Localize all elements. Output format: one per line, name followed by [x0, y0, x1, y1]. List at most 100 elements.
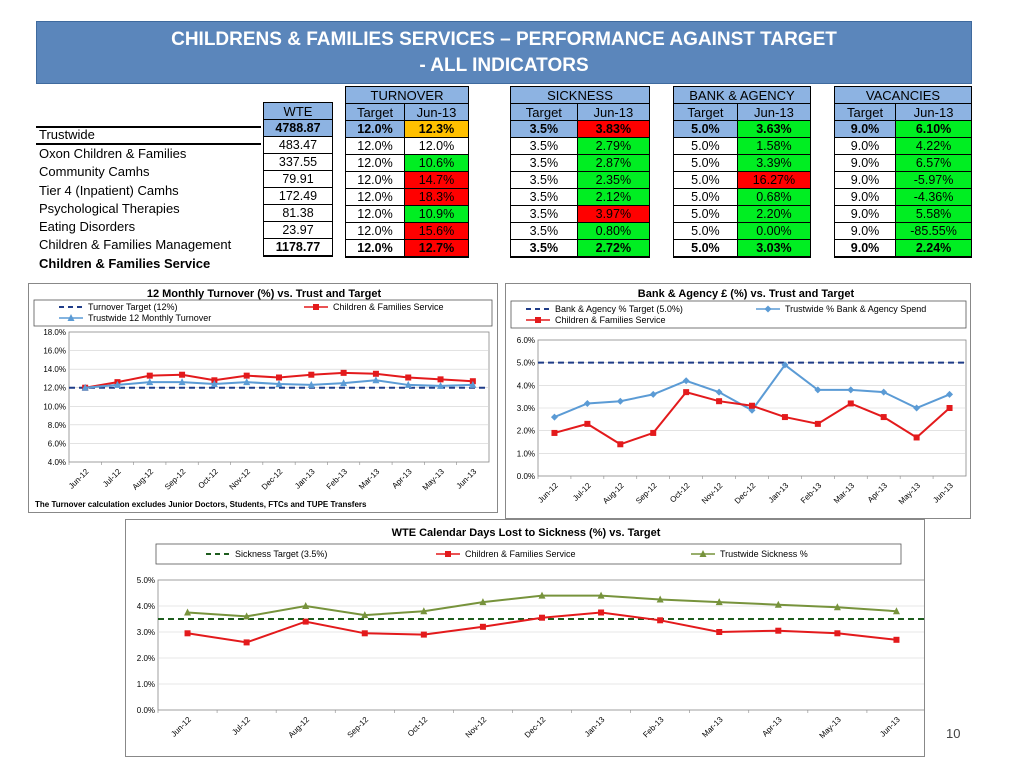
turnover-table: TURNOVER Target Jun-13 12.0% 12.3% 12.0% 12.0%…	[344, 86, 469, 258]
value-cell: 18.3%	[404, 188, 469, 206]
vacancies-table: VACANCIES Target Jun-13 9.0% 6.10% 9.0% 4.22% 9…	[833, 86, 972, 258]
x-tick-label: Sep-12	[346, 715, 371, 740]
row-name: Tier 4 (Inpatient) Camhs	[39, 182, 179, 198]
data-point	[210, 380, 218, 387]
chart-svg: 12 Monthly Turnover (%) vs. Trust and Ta…	[33, 288, 493, 509]
target-cell: 12.0%	[344, 137, 406, 155]
value-cell: 12.0%	[404, 137, 469, 155]
y-tick-label: 0.0%	[137, 706, 155, 715]
legend-box	[155, 543, 902, 565]
spacer-cell	[264, 86, 333, 103]
data-point	[243, 378, 251, 386]
table-row: 9.0% -4.36%	[833, 188, 972, 206]
x-tick-label: Aug-12	[287, 715, 312, 740]
value-cell: 0.80%	[576, 222, 651, 240]
legend-label: Bank & Agency % Target (5.0%)	[555, 304, 683, 314]
y-tick-label: 5.0%	[517, 359, 535, 368]
y-tick-label: 4.0%	[517, 381, 535, 390]
x-tick-label: Sep-12	[163, 467, 188, 492]
row-name: Eating Disorders	[39, 219, 136, 235]
legend-label: Children & Families Service	[333, 302, 444, 312]
x-tick-label: Jul-12	[101, 467, 123, 489]
data-point	[302, 602, 310, 609]
chart-svg: WTE Calendar Days Lost to Sickness (%) v…	[137, 527, 924, 740]
table-row: 79.91	[263, 170, 333, 188]
data-point	[650, 429, 657, 436]
table-row: 9.0% 2.24%	[833, 239, 972, 258]
x-tick-label: May-13	[421, 467, 447, 493]
x-tick-label: Mar-13	[357, 467, 382, 492]
table-row: 9.0% -5.97%	[833, 171, 972, 189]
value-cell: -5.97%	[895, 171, 972, 189]
target-cell: 3.5%	[510, 188, 578, 206]
series-2	[81, 376, 477, 391]
x-tick-label: Jun-13	[931, 481, 955, 505]
x-tick-label: Oct-12	[406, 715, 430, 739]
x-tick-label: Aug-12	[601, 481, 626, 506]
data-point	[361, 630, 368, 637]
value-cell: 4.22%	[895, 137, 972, 155]
data-point	[302, 618, 309, 625]
target-cell: 5.0%	[673, 137, 738, 155]
y-tick-label: 18.0%	[43, 328, 66, 337]
chart-svg: Bank & Agency £ (%) vs. Trust and Target…	[510, 288, 967, 506]
data-point	[775, 627, 782, 634]
x-tick-label: Apr-13	[866, 481, 890, 505]
y-tick-label: 14.0%	[43, 365, 66, 374]
legend-label: Trustwide 12 Monthly Turnover	[88, 313, 211, 323]
x-tick-label: Apr-13	[760, 715, 784, 739]
target-header: Target	[833, 103, 897, 121]
legend-entry: Trustwide 12 Monthly Turnover	[59, 313, 211, 323]
group-header: VACANCIES	[834, 86, 972, 104]
target-cell: 9.0%	[833, 239, 897, 258]
data-point	[307, 380, 315, 388]
value-cell: 3.03%	[736, 239, 812, 258]
group-header: BANK & AGENCY	[673, 86, 811, 104]
table-row: 5.0% 0.68%	[673, 188, 812, 206]
data-point	[656, 595, 664, 603]
data-point	[340, 369, 347, 376]
wte-cell: 172.49	[263, 187, 333, 205]
bank-agency-table: BANK & AGENCY Target Jun-13 5.0% 3.63% 5.0% 1.…	[673, 86, 812, 258]
value-cell: 6.10%	[895, 120, 972, 138]
table-row: 3.5% 2.87%	[510, 154, 651, 172]
data-point	[243, 639, 250, 646]
row-name: Trustwide	[36, 126, 261, 145]
value-cell: 12.7%	[404, 239, 469, 258]
legend-label: Sickness Target (3.5%)	[235, 549, 327, 559]
data-point	[420, 607, 428, 615]
page-number: 10	[946, 726, 961, 741]
data-point	[539, 614, 545, 621]
data-point	[584, 420, 591, 427]
x-tick-label: Nov-12	[228, 467, 253, 492]
target-cell: 12.0%	[344, 120, 406, 138]
target-cell: 5.0%	[673, 222, 738, 240]
row-names: Trustwide Oxon Children & Families Communi…	[36, 126, 261, 273]
table-row: 9.0% -85.55%	[833, 222, 972, 240]
legend-entry: Sickness Target (3.5%)	[206, 549, 327, 559]
slide-title: CHILDRENS & FAMILIES SERVICES – PERFORMA…	[36, 21, 972, 84]
data-point	[113, 380, 121, 388]
value-cell: 5.58%	[895, 205, 972, 223]
target-cell: 9.0%	[833, 137, 897, 155]
data-point	[814, 420, 821, 427]
legend-marker	[764, 305, 772, 313]
value-cell: 15.6%	[404, 222, 469, 240]
chart-title: Bank & Agency £ (%) vs. Trust and Target	[638, 288, 855, 300]
series-2	[551, 389, 953, 448]
target-cell: 12.0%	[344, 205, 406, 223]
month-header: Jun-13	[895, 103, 972, 121]
data-point	[146, 378, 154, 386]
data-point	[479, 598, 487, 606]
data-point	[598, 609, 605, 616]
x-tick-label: Oct-12	[668, 481, 692, 505]
x-tick-label: Feb-13	[325, 467, 350, 492]
value-cell: 2.35%	[576, 171, 651, 189]
data-point	[146, 372, 153, 379]
series-1	[184, 609, 900, 646]
x-tick-label: Jan-13	[293, 467, 317, 491]
data-point	[715, 388, 723, 396]
data-point	[437, 381, 445, 389]
table-row: 5.0% 3.39%	[673, 154, 812, 172]
data-point	[716, 629, 723, 635]
